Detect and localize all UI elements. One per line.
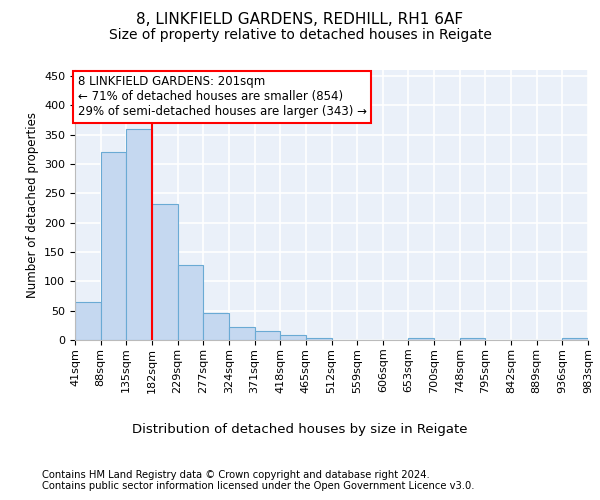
Bar — [409, 338, 434, 340]
Text: 8 LINKFIELD GARDENS: 201sqm
← 71% of detached houses are smaller (854)
29% of se: 8 LINKFIELD GARDENS: 201sqm ← 71% of det… — [77, 76, 367, 118]
Bar — [229, 326, 254, 340]
Bar — [562, 338, 588, 340]
Bar — [152, 204, 178, 340]
Bar — [280, 336, 306, 340]
Bar — [178, 266, 203, 340]
Bar — [75, 302, 101, 340]
Bar — [127, 128, 152, 340]
Text: Size of property relative to detached houses in Reigate: Size of property relative to detached ho… — [109, 28, 491, 42]
Text: Contains public sector information licensed under the Open Government Licence v3: Contains public sector information licen… — [42, 481, 475, 491]
Bar — [203, 313, 229, 340]
Bar — [101, 152, 127, 340]
Bar — [254, 331, 280, 340]
Text: Distribution of detached houses by size in Reigate: Distribution of detached houses by size … — [132, 422, 468, 436]
Bar — [306, 338, 331, 340]
Y-axis label: Number of detached properties: Number of detached properties — [26, 112, 38, 298]
Text: 8, LINKFIELD GARDENS, REDHILL, RH1 6AF: 8, LINKFIELD GARDENS, REDHILL, RH1 6AF — [136, 12, 464, 28]
Bar — [460, 338, 485, 340]
Text: Contains HM Land Registry data © Crown copyright and database right 2024.: Contains HM Land Registry data © Crown c… — [42, 470, 430, 480]
